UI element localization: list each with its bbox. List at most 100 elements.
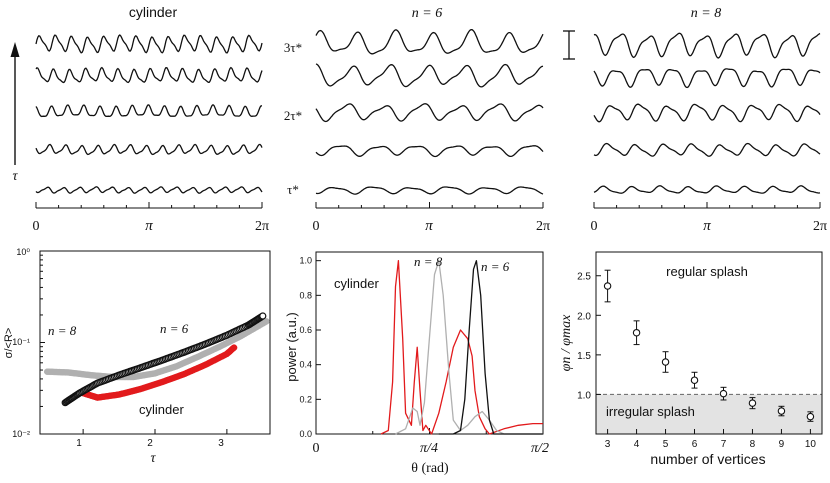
wave-profile (35, 143, 263, 156)
splash-plot-frame (595, 251, 823, 435)
y-tick-label: 0.4 (299, 360, 312, 370)
wave-profile (315, 186, 544, 195)
wave-profiles (35, 29, 821, 208)
data-point (263, 318, 270, 325)
row-label-3tau: 3τ* (284, 40, 302, 55)
rough-label-cylinder: cylinder (139, 402, 184, 417)
splash-xlabel: number of vertices (650, 451, 765, 467)
wave-profile (35, 34, 263, 54)
y-tick-label: 2.0 (577, 311, 591, 322)
y-tick-label: 1.5 (577, 351, 591, 362)
time-axis-label: τ (12, 169, 18, 184)
wave-profile (35, 104, 263, 118)
top-tick-pi: π (425, 218, 433, 234)
data-point (806, 412, 815, 421)
splash-ylabel: φn / φmax (559, 314, 574, 371)
irregular-splash-region (596, 394, 822, 434)
top-tick-0: 0 (33, 219, 40, 234)
splash-chart: 1.0 1.5 2.0 2.5 3 4 5 6 7 8 9 10 φn / φmax number o… (559, 251, 823, 467)
splash-series (603, 269, 815, 422)
wave-profile (315, 103, 544, 123)
x-tick-label: 10 (805, 439, 817, 450)
rough-xtick-1: 1 (76, 438, 82, 449)
spec-xlabel: θ (rad) (411, 461, 449, 476)
spec-label-n6: n = 6 (481, 259, 510, 274)
x-tick-label: 6 (692, 439, 698, 450)
top-axis-cylinder: 0 π 2π (33, 207, 269, 234)
top-tick-0: 0 (591, 219, 598, 234)
data-point (259, 312, 267, 320)
wave-profile (35, 66, 263, 84)
scale-bar (563, 30, 575, 60)
y-tick-label: 0.0 (299, 429, 312, 439)
series-line (380, 260, 543, 435)
roughness-series (43, 312, 270, 407)
panel-title-cylinder: cylinder (129, 4, 178, 20)
top-tick-pi: π (145, 218, 153, 234)
rough-xtick-3: 3 (218, 438, 224, 449)
wave-profile (315, 63, 544, 88)
data-point (777, 407, 786, 415)
rough-label-n6: n = 6 (160, 321, 189, 336)
x-tick-label: 8 (750, 439, 756, 450)
y-tick-label: 0.2 (299, 394, 312, 404)
panel-title-n8: n = 8 (691, 6, 721, 21)
y-tick-label: 1.0 (577, 390, 591, 401)
wave-profile (593, 103, 821, 123)
series-line (438, 260, 543, 435)
wave-profile (315, 29, 544, 55)
rough-label-n8: n = 8 (48, 323, 77, 338)
top-axis-n6: 0 π 2π (313, 207, 550, 234)
top-tick-2pi: 2π (813, 219, 827, 234)
x-tick-label: 9 (779, 439, 785, 450)
rough-xlabel: τ (150, 451, 156, 466)
data-point (632, 328, 641, 337)
wave-profile (593, 32, 821, 59)
y-tick-label: 0.6 (299, 325, 312, 335)
row-label-2tau: 2τ* (284, 108, 302, 123)
top-tick-2pi: 2π (536, 219, 550, 234)
x-tick-label: 7 (721, 439, 727, 450)
data-point (230, 344, 238, 351)
spec-label-n8: n = 8 (414, 254, 443, 269)
wave-profile (315, 145, 544, 158)
x-tick-label: 3 (605, 439, 611, 450)
spec-label-cylinder: cylinder (334, 276, 379, 291)
panel-title-n6: n = 6 (412, 6, 442, 21)
regular-splash-label: regular splash (666, 264, 748, 279)
wave-profile (593, 68, 821, 89)
spec-xtick-0: 0 (313, 441, 320, 456)
splash-ticks: 1.0 1.5 2.0 2.5 3 4 5 6 7 8 9 10 (577, 272, 816, 450)
data-point (603, 282, 612, 290)
spectrum-ticks: 0.0 0.2 0.4 0.6 0.8 1.0 (299, 256, 544, 439)
roughness-ticks (40, 250, 228, 435)
top-panels: cylinder n = 6 n = 8 τ 3τ* 2τ* τ* 0 π 2π… (10, 4, 827, 234)
spectrum-chart: 0.00.20.40.60.81.0 power (a.u.) θ (rad) … (284, 251, 549, 476)
rough-ytick-001: 10⁻² (12, 429, 30, 439)
spectrum-series (380, 260, 543, 435)
rough-ylabel: σ/<R> (3, 328, 15, 359)
y-tick-label: 1.0 (299, 256, 312, 266)
top-axis-n8: 0 π 2π (591, 207, 827, 234)
rough-ytick-1: 10⁰ (16, 247, 30, 257)
roughness-chart: 10⁰ 10⁻¹ 10⁻² σ/<R> τ 1 2 3 n = 6 n = 8 … (3, 247, 271, 466)
rough-xtick-2: 2 (147, 438, 153, 449)
y-tick-label: 0.8 (299, 290, 312, 300)
irregular-splash-label: irregular splash (606, 404, 695, 419)
time-arrow-head (10, 42, 20, 57)
x-tick-label: 5 (663, 439, 669, 450)
wave-profile (593, 142, 821, 157)
top-tick-pi: π (703, 218, 711, 234)
row-label-tau: τ* (287, 182, 299, 197)
spec-xtick-pi4: π/4 (420, 441, 438, 456)
wave-profile (35, 186, 263, 194)
data-point (748, 399, 757, 407)
data-point (661, 358, 670, 366)
wave-profile (593, 185, 821, 194)
rough-ytick-01: 10⁻¹ (12, 337, 30, 347)
data-point (719, 389, 728, 398)
top-tick-0: 0 (313, 219, 320, 234)
spec-ylabel: power (a.u.) (284, 312, 299, 381)
data-point (690, 376, 699, 384)
